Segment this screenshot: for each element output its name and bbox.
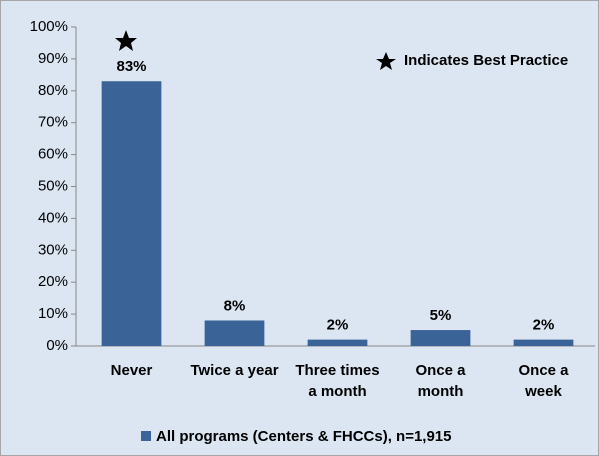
y-tick-label: 50% — [38, 177, 68, 194]
bar — [513, 339, 574, 346]
x-tick-label: Never — [110, 362, 153, 379]
value-label: 5% — [430, 307, 452, 324]
y-tick-label: 100% — [30, 18, 68, 35]
value-label: 83% — [116, 58, 146, 75]
legend-star — [376, 52, 396, 70]
y-tick-label: 0% — [46, 337, 68, 354]
y-tick-label: 20% — [38, 273, 68, 290]
y-tick-label: 10% — [38, 305, 68, 322]
bar — [204, 320, 265, 346]
y-tick-label: 30% — [38, 241, 68, 258]
best-practice-star — [115, 30, 137, 51]
legend-swatch — [141, 431, 151, 441]
annotation: Indicates Best Practice — [404, 52, 568, 69]
y-tick-label: 60% — [38, 146, 68, 163]
value-label: 2% — [327, 317, 349, 334]
legend-label: All programs (Centers & FHCCs), n=1,915 — [156, 428, 452, 445]
y-tick-label: 80% — [38, 82, 68, 99]
value-label: 8% — [224, 297, 246, 314]
x-tick-label: Twice a year — [190, 362, 279, 379]
y-tick-label: 70% — [38, 114, 68, 131]
bar — [410, 330, 471, 346]
x-tick-label: Once a week — [518, 362, 569, 400]
x-tick-label: Three times a month — [295, 362, 380, 400]
bar — [307, 339, 368, 346]
bar — [101, 81, 162, 346]
y-tick-label: 90% — [38, 50, 68, 67]
y-tick-label: 40% — [38, 209, 68, 226]
value-label: 2% — [533, 317, 555, 334]
x-tick-label: Once a month — [415, 362, 466, 400]
